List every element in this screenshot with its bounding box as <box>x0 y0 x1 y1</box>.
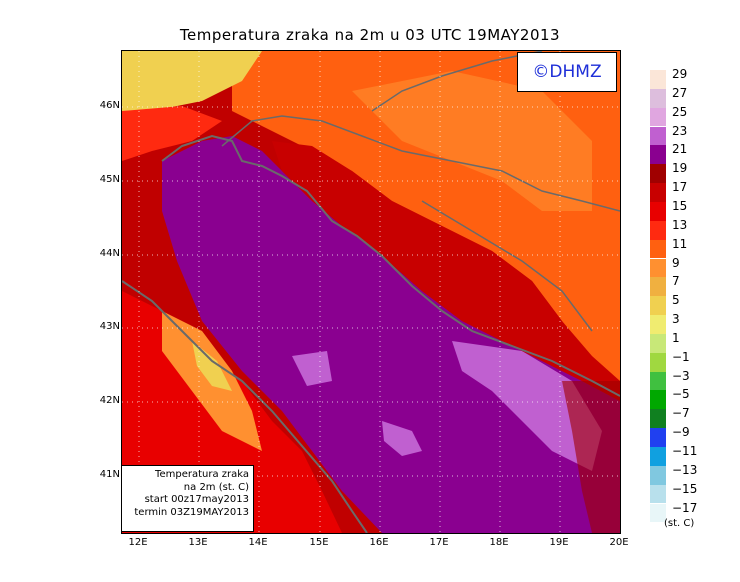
lon-label: 20E <box>609 537 629 548</box>
info-line: start 00z17may2013 <box>144 494 249 505</box>
lon-label: 16E <box>369 537 389 548</box>
legend-level-label: 5 <box>672 293 680 308</box>
legend-level-label: −3 <box>672 368 690 383</box>
map-title: Temperatura zraka na 2m u 03 UTC 19MAY20… <box>179 26 561 44</box>
legend-swatch <box>650 447 666 466</box>
legend-level-label: 13 <box>672 217 688 232</box>
legend-level-label: 15 <box>672 198 688 213</box>
legend-swatch <box>650 258 666 278</box>
legend-level-label: 1 <box>672 330 680 345</box>
legend-swatch <box>650 201 666 221</box>
temperature-map <box>121 50 621 534</box>
legend-swatch <box>650 239 666 259</box>
lat-label: 45N <box>99 174 120 185</box>
legend-level-label: 25 <box>672 104 688 119</box>
legend-level-label: 21 <box>672 142 688 157</box>
legend-level-label: −9 <box>672 425 690 440</box>
lat-label: 44N <box>99 248 120 259</box>
legend-level-label: −5 <box>672 387 690 402</box>
legend-level-label: −1 <box>672 349 690 364</box>
lon-label: 17E <box>429 537 449 548</box>
lat-label: 46N <box>99 100 120 111</box>
legend-swatch <box>650 183 666 202</box>
legend-unit: (st. C) <box>664 518 695 529</box>
info-line: na 2m (st. C) <box>183 481 249 493</box>
info-box: Temperatura zraka na 2m (st. C) start 00… <box>121 465 254 532</box>
lat-label: 41N <box>99 469 120 480</box>
legend-swatch <box>650 352 666 372</box>
legend-swatch <box>650 465 666 485</box>
lat-label: 43N <box>99 321 120 332</box>
lon-label: 13E <box>188 537 208 548</box>
legend-level-label: −11 <box>672 444 698 458</box>
lat-label: 42N <box>99 395 120 406</box>
legend-level-label: 29 <box>672 67 688 81</box>
legend-swatch <box>650 277 666 297</box>
legend-swatch <box>650 164 666 184</box>
legend-level-label: 7 <box>672 274 680 289</box>
dhmz-logo: ©DHMZ <box>517 52 617 92</box>
legend-level-label: −15 <box>672 481 698 496</box>
legend-level-label: 19 <box>672 161 688 176</box>
legend-level-label: 9 <box>672 255 680 270</box>
legend-swatch <box>650 126 666 146</box>
legend-level-label: −13 <box>672 462 698 477</box>
lon-label: 15E <box>309 537 329 548</box>
legend-swatch <box>650 220 666 240</box>
legend-level-label: −7 <box>672 406 690 421</box>
legend-swatch <box>650 145 666 165</box>
legend-level-label: 17 <box>672 180 688 195</box>
legend-swatch <box>650 88 666 108</box>
legend-level-label: 23 <box>672 123 688 138</box>
legend-swatch <box>650 107 666 127</box>
info-line: Temperatura zraka <box>155 469 249 480</box>
lon-label: 19E <box>549 537 569 548</box>
lon-label: 12E <box>128 537 148 548</box>
legend-swatch <box>650 428 666 447</box>
legend-swatch <box>650 333 666 353</box>
info-line: termin 03Z19MAY2013 <box>134 506 249 518</box>
legend-swatch <box>650 296 666 315</box>
legend-swatch <box>650 503 666 523</box>
legend-level-label: 3 <box>672 312 680 327</box>
legend-swatch <box>650 484 666 504</box>
legend-swatch <box>650 371 666 391</box>
lon-label: 18E <box>489 537 509 548</box>
legend-swatch <box>650 390 666 410</box>
legend-level-label: −17 <box>672 500 698 515</box>
legend-swatch <box>650 315 666 334</box>
lon-label: 14E <box>248 537 268 548</box>
legend-level-label: 27 <box>672 85 688 100</box>
legend-swatch <box>650 409 666 429</box>
legend-swatch <box>650 70 666 89</box>
legend-level-label: 11 <box>672 236 688 251</box>
